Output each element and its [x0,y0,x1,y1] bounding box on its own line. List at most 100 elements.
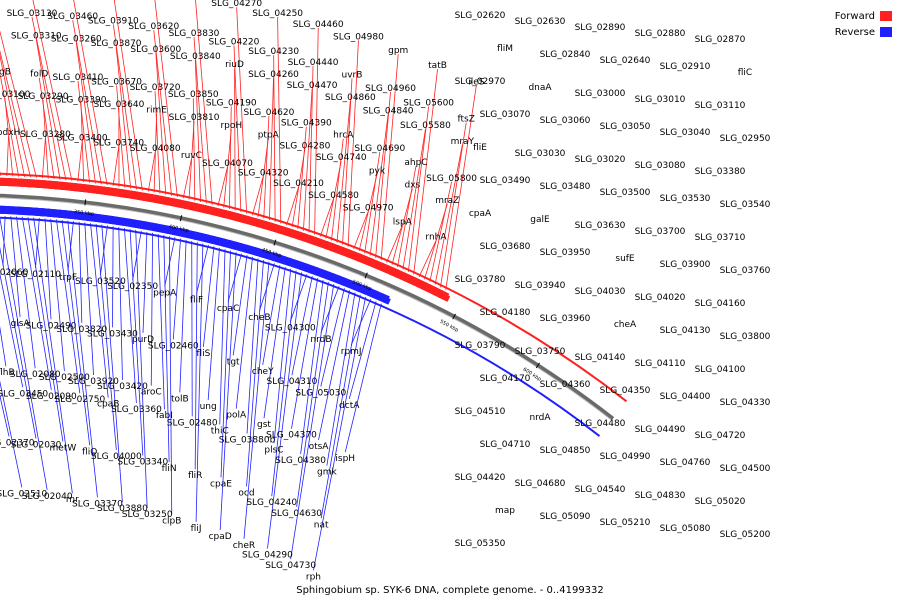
gene-leader-line [232,255,248,356]
reverse-gene-label: SLG_02460 [148,341,199,351]
gene-leader-line [331,138,344,241]
inner-gene-label: SLG_04760 [660,458,711,468]
gene-leader-line [172,238,181,340]
inner-gene-label: SLG_04480 [575,419,626,429]
forward-gene-label: SLG_03640 [93,100,144,110]
inner-gene-label: sufE [615,254,635,264]
gene-leader-line [194,59,201,203]
scale-tick [535,362,540,369]
inner-gene-label: SLG_02630 [515,17,566,27]
inner-gene-label: SLG_03000 [575,89,626,99]
gene-leader-line [246,260,264,487]
inner-gene-label: SLG_04850 [540,446,591,456]
forward-gene-label: SLG_04960 [365,84,416,94]
gene-leader-line [418,240,437,278]
reverse-gene-label: SLG_04000 [91,452,142,462]
gene-leader-line [154,0,178,198]
gene-leader-line [429,181,452,283]
inner-gene-label: SLG_03070 [480,110,531,120]
inner-gene-label: SLG_03790 [455,341,506,351]
inner-gene-label: SLG_04420 [455,473,506,483]
reverse-gene-label: SLG_03370 [72,499,123,509]
forward-gene-label: SLG_03310 [11,31,62,41]
inner-gene-label: SLG_03630 [575,221,626,231]
reverse-gene-label: SLG_02490 [26,321,77,331]
gene-leader-line [424,203,448,280]
scale-label: 450 kbp [261,247,282,259]
gene-leader-line [434,144,463,285]
gene-leader-line [289,274,308,322]
gene-leader-line [112,226,114,328]
gene-leader-line [61,219,91,446]
gene-leader-line [219,252,237,530]
gene-leader-line [386,225,403,263]
forward-gene-label: rnhA [425,233,447,243]
reverse-gene-label: SLG_02370 [0,438,35,448]
gene-leader-line [297,126,307,229]
gene-leader-line [263,115,270,219]
reverse-gene-label: ocd [238,488,254,498]
inner-gene-label: SLG_03020 [575,155,626,165]
gene-leader-line [220,250,231,478]
gene-leader-line [302,88,313,231]
scale-tick [179,215,183,222]
forward-gene-label: SLG_03870 [91,39,142,49]
gene-leader-line [35,39,61,180]
inner-gene-label: SLG_04030 [575,287,626,297]
gene-leader-line [407,106,430,272]
forward-gene-label: SLG_04280 [279,141,330,151]
forward-gene-label: SLG_04080 [130,144,181,154]
gene-leader-line [21,216,52,390]
forward-gene-label: SLG_03670 [91,77,142,87]
gene-leader-line [319,198,334,237]
scale-tick [364,272,368,279]
gene-leader-line [229,106,232,209]
reverse-gene-label: SLG_04730 [265,561,316,571]
inner-gene-label: SLG_03080 [635,161,686,171]
inner-gene-label: SLG_02870 [695,35,746,45]
reverse-gene-label: SLG_04240 [246,498,297,508]
inner-gene-label: SLG_02620 [455,11,506,21]
forward-gene-label: rpoH [220,121,242,131]
inner-gene-label: SLG_04100 [695,365,746,375]
reverse-gene-label: flhB [0,368,15,378]
reverse-gene-label: otsA [309,442,330,452]
gene-leader-line [402,128,426,270]
inner-gene-label: SLG_03110 [695,101,746,111]
inner-gene-label: SLG_05210 [600,518,651,528]
gene-leader-line [320,294,361,519]
gene-leader-line [195,0,213,205]
gene-leader-line [192,98,196,201]
inner-gene-label: SLG_03680 [480,242,531,252]
gene-leader-line [0,54,25,178]
gene-leader-line [235,256,253,409]
inner-gene-label: SLG_05090 [540,512,591,522]
gene-leader-line [277,16,282,224]
forward-gene-label: SLG_03390 [56,95,107,105]
gene-block [382,296,391,305]
reverse-gene-label: SLG_04310 [267,377,318,387]
forward-gene-label: SLG_05800 [426,174,477,184]
scale-label: 550 kbp [439,319,460,334]
gene-leader-line [194,242,198,470]
reverse-gene-label: SLG_03340 [117,458,168,468]
inner-gene-label: SLG_03010 [635,95,686,105]
inner-gene-label: fliC [738,68,752,78]
scale-label: 400 kbp [168,224,189,234]
reverse-gene-label: SLG_02040 [22,492,73,502]
gene-leader-line [296,282,329,507]
gene-leader-line [273,268,292,444]
gene-leader-line [168,236,173,515]
gene-leader-line [0,380,23,488]
inner-gene-label: dnaA [528,83,552,93]
gene-leader-line [273,55,276,222]
inner-gene-label: SLG_03700 [635,227,686,237]
reverse-gene-label: fliN [162,464,177,474]
gene-leader-line [10,216,21,317]
gene-leader-line [195,243,204,522]
inner-gene-label: SLG_03380 [695,167,746,177]
reverse-gene-label: gmk [317,468,337,478]
gene-leader-line [234,68,236,211]
reverse-gene-label: SLG_03880 [97,504,148,514]
forward-gene-label: SLG_05580 [400,121,451,131]
